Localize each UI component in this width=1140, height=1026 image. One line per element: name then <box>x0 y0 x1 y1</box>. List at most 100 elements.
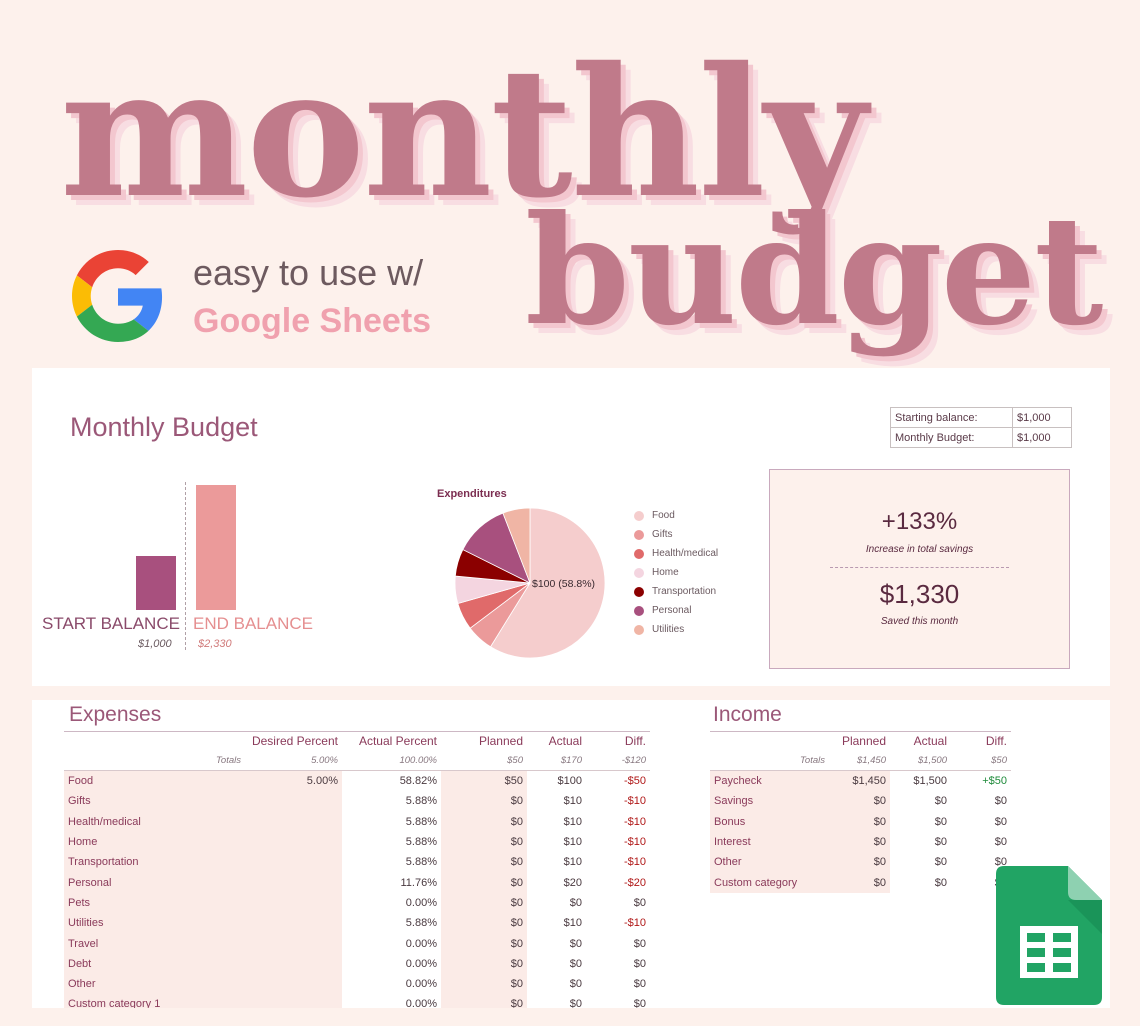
expenses-cell[interactable]: $0 <box>441 953 527 974</box>
expenses-cell[interactable]: $0 <box>633 937 646 950</box>
expenses-cell[interactable]: 5.88% <box>405 917 437 930</box>
expenses-cell-name[interactable]: Travel <box>64 933 245 954</box>
expenses-cell[interactable]: $50 <box>441 770 527 792</box>
expenses-cell[interactable]: $10 <box>563 836 582 849</box>
pie-slice-utilities <box>502 507 531 584</box>
expenses-cell[interactable]: 5.88% <box>405 815 437 828</box>
expenses-cell[interactable]: -$50 <box>623 775 646 788</box>
expenses-cell[interactable]: 0.00% <box>405 978 437 991</box>
income-cell-name[interactable]: Savings <box>710 791 829 812</box>
expenses-cell[interactable]: 5.00% <box>245 770 342 792</box>
expenses-cell[interactable]: $0 <box>441 811 527 832</box>
expenses-cell[interactable]: 11.76% <box>400 876 438 889</box>
expenses-cell[interactable]: $0 <box>441 791 527 812</box>
expenses-cell[interactable]: -$10 <box>623 836 646 849</box>
income-cell[interactable]: $0 <box>994 856 1007 869</box>
expenses-cell-name[interactable]: Gifts <box>64 791 245 812</box>
expenses-cell[interactable]: $0 <box>441 872 527 893</box>
expenses-cell[interactable] <box>245 811 342 832</box>
income-cell-name[interactable]: Interest <box>710 831 829 853</box>
income-cell[interactable]: $0 <box>829 791 890 812</box>
income-cell[interactable]: $0 <box>994 795 1007 808</box>
expenses-cell[interactable]: -$10 <box>623 917 646 930</box>
expenses-cell[interactable] <box>245 913 342 934</box>
expenses-cell-name[interactable]: Food <box>64 770 245 792</box>
income-cell[interactable]: $0 <box>829 811 890 832</box>
expenses-cell[interactable] <box>245 994 342 1008</box>
income-cell-name[interactable]: Custom category <box>710 872 829 893</box>
expenses-cell[interactable] <box>245 852 342 873</box>
expenses-cell[interactable]: $0 <box>569 998 582 1008</box>
expenses-cell[interactable]: $0 <box>441 852 527 873</box>
expenses-cell[interactable]: 0.00% <box>405 957 437 970</box>
expenses-cell[interactable] <box>245 791 342 812</box>
expenses-cell[interactable]: $0 <box>441 973 527 995</box>
income-cell[interactable]: $0 <box>934 856 947 869</box>
expenses-cell-name[interactable]: Transportation <box>64 852 245 873</box>
expenses-cell[interactable]: $0 <box>441 994 527 1008</box>
expenses-cell[interactable]: $10 <box>563 815 582 828</box>
expenses-cell[interactable]: $0 <box>569 937 582 950</box>
income-cell[interactable]: $1,500 <box>913 775 947 788</box>
expenses-cell-name[interactable]: Debt <box>64 953 245 974</box>
income-cell[interactable]: $0 <box>829 831 890 853</box>
expenses-cell[interactable] <box>245 831 342 853</box>
expenses-cell[interactable]: $0 <box>441 831 527 853</box>
income-cell-name[interactable]: Paycheck <box>710 770 829 792</box>
expenses-cell[interactable]: $0 <box>569 978 582 991</box>
expenses-cell[interactable]: $0 <box>569 896 582 909</box>
expenses-cell[interactable]: 0.00% <box>405 896 437 909</box>
income-cell[interactable]: $0 <box>934 795 947 808</box>
expenses-cell[interactable]: -$20 <box>623 876 646 889</box>
expenses-cell[interactable]: $0 <box>633 896 646 909</box>
expenses-cell[interactable] <box>245 973 342 995</box>
expenses-cell[interactable] <box>245 892 342 914</box>
expenses-cell[interactable]: $0 <box>441 933 527 954</box>
expenses-cell[interactable]: $0 <box>569 957 582 970</box>
expenses-cell-name[interactable]: Home <box>64 831 245 853</box>
expenses-cell-name[interactable]: Personal <box>64 872 245 893</box>
income-cell[interactable]: $0 <box>934 836 947 849</box>
expenses-cell[interactable]: $0 <box>441 913 527 934</box>
expenses-cell[interactable]: 5.88% <box>405 836 437 849</box>
expenses-cell-name[interactable]: Custom category 1 <box>64 994 245 1008</box>
expenses-cell[interactable]: -$10 <box>623 795 646 808</box>
expenses-cell[interactable] <box>245 953 342 974</box>
income-cell[interactable]: $0 <box>829 872 890 893</box>
expenses-cell[interactable]: $0 <box>633 998 646 1008</box>
income-cell[interactable]: $0 <box>829 852 890 873</box>
expenses-cell[interactable]: -$10 <box>623 856 646 869</box>
expenses-cell[interactable]: $0 <box>633 957 646 970</box>
expenses-cell[interactable]: 0.00% <box>405 998 437 1008</box>
expenses-cell[interactable]: $100 <box>557 775 582 788</box>
income-cell-name[interactable]: Bonus <box>710 811 829 832</box>
income-cell[interactable]: $0 <box>934 815 947 828</box>
income-cell[interactable]: $0 <box>994 836 1007 849</box>
summary-value[interactable]: $1,000 <box>1012 427 1072 448</box>
expenses-cell[interactable]: $0 <box>633 978 646 991</box>
expenses-cell[interactable] <box>245 872 342 893</box>
expenses-cell[interactable]: 5.88% <box>405 856 437 869</box>
expenses-cell[interactable]: $10 <box>563 795 582 808</box>
expenses-cell[interactable]: $10 <box>563 917 582 930</box>
expenses-cell-name[interactable]: Utilities <box>64 913 245 934</box>
expenses-cell[interactable]: $10 <box>563 856 582 869</box>
expenses-cell-name[interactable]: Other <box>64 973 245 995</box>
expenses-cell[interactable]: $20 <box>563 876 582 889</box>
income-cell[interactable]: $0 <box>934 876 947 889</box>
expenses-cell[interactable]: $0 <box>441 892 527 914</box>
table-row: Gifts 5.88% $0 $10 -$10 <box>64 791 650 812</box>
expenses-cell[interactable]: 0.00% <box>405 937 437 950</box>
income-cell[interactable]: $1,450 <box>829 770 890 792</box>
income-cell-name[interactable]: Other <box>710 852 829 873</box>
expenses-cell[interactable] <box>245 933 342 954</box>
income-cell[interactable]: $0 <box>994 815 1007 828</box>
expenses-cell-name[interactable]: Pets <box>64 892 245 914</box>
legend-swatch <box>634 529 644 540</box>
expenses-cell[interactable]: 58.82% <box>399 775 437 788</box>
summary-value[interactable]: $1,000 <box>1012 407 1072 428</box>
expenses-cell[interactable]: 5.88% <box>405 795 437 808</box>
expenses-cell[interactable]: -$10 <box>623 815 646 828</box>
expenses-cell-name[interactable]: Health/medical <box>64 811 245 832</box>
income-cell[interactable]: +$50 <box>982 775 1007 788</box>
